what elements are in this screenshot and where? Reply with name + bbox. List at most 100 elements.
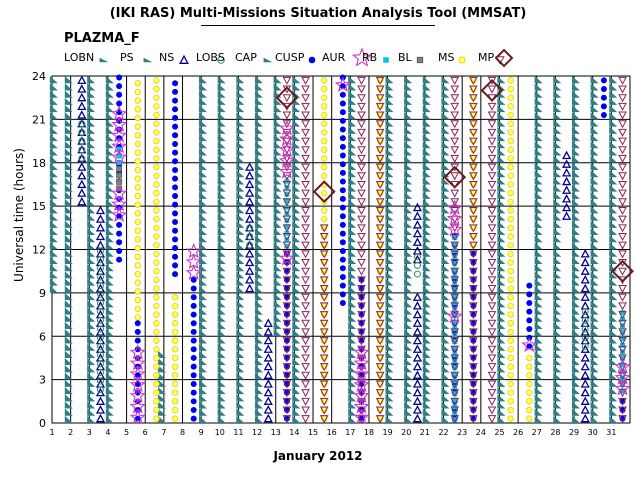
- x-tick-label: 11: [233, 428, 243, 437]
- x-tick-label: 17: [345, 428, 355, 437]
- marker-ms: [153, 198, 160, 205]
- marker-ns: [580, 248, 590, 258]
- marker-mp: [469, 302, 478, 311]
- marker-mp: [618, 302, 627, 311]
- marker-ms: [507, 224, 514, 232]
- x-tick-label: 30: [588, 428, 598, 437]
- marker-ms: [321, 163, 328, 171]
- marker-ns: [77, 110, 87, 119]
- marker-aur: [353, 376, 370, 392]
- marker-cusp: [116, 256, 123, 263]
- marker-ms: [507, 85, 514, 93]
- marker-ps: [292, 76, 301, 423]
- marker-mp: [487, 163, 497, 172]
- marker-mp: [357, 189, 366, 198]
- marker-cusp: [172, 227, 179, 234]
- marker-rb: [620, 310, 626, 316]
- marker-cusp: [600, 103, 607, 110]
- marker-ms: [526, 380, 533, 388]
- marker-rb: [284, 191, 290, 197]
- marker-mp: [301, 363, 310, 372]
- marker-mp: [450, 198, 460, 207]
- x-tick-label: 9: [199, 428, 204, 437]
- x-tick-label: 10: [215, 428, 225, 437]
- marker-ns: [562, 202, 572, 212]
- marker-mp: [301, 276, 310, 285]
- marker-mp: [319, 311, 329, 320]
- marker-mp: [301, 406, 310, 415]
- marker-mp: [282, 137, 292, 146]
- marker-mp: [469, 259, 478, 268]
- marker-mp: [450, 311, 460, 320]
- marker-mp: [450, 389, 460, 398]
- x-tick-label: 25: [494, 428, 504, 437]
- marker-ms: [153, 233, 160, 240]
- marker-aur: [111, 195, 128, 212]
- marker-mp: [618, 172, 627, 181]
- marker-mp: [301, 111, 310, 120]
- marker-rb: [452, 417, 458, 423]
- marker-mp: [469, 137, 478, 146]
- x-tick-label: 24: [476, 428, 486, 437]
- legend-label-ns: NS: [159, 51, 175, 64]
- marker-mp: [357, 85, 366, 94]
- marker-rb: [116, 159, 122, 165]
- marker-mp: [301, 189, 310, 198]
- marker-ms: [134, 114, 141, 122]
- marker-mp: [618, 285, 627, 294]
- marker-ms: [153, 103, 160, 110]
- marker-lobs: [78, 154, 86, 162]
- marker-mp: [375, 232, 385, 242]
- marker-mp: [301, 120, 310, 129]
- marker-mp: [319, 354, 329, 363]
- marker-cusp: [116, 83, 123, 90]
- marker-mp: [450, 293, 460, 302]
- x-tick-label: 21: [420, 428, 430, 437]
- marker-ps: [441, 76, 450, 423]
- marker-cusp: [526, 282, 533, 289]
- marker-cusp: [339, 265, 346, 272]
- marker-ms: [507, 163, 514, 171]
- marker-aur: [111, 184, 128, 201]
- marker-lobs: [581, 316, 589, 324]
- marker-cusp: [172, 166, 179, 173]
- marker-lobs: [246, 241, 254, 249]
- marker-rb: [452, 287, 458, 293]
- marker-mp: [618, 267, 627, 276]
- x-tick-label: 3: [87, 428, 92, 437]
- marker-cusp: [172, 80, 179, 87]
- marker-mp: [618, 415, 627, 424]
- marker-ms: [153, 85, 160, 93]
- marker-ns: [562, 211, 572, 220]
- marker-ms: [321, 146, 328, 153]
- marker-mp: [357, 76, 366, 85]
- marker-mp: [469, 397, 478, 406]
- marker-mp: [357, 224, 366, 233]
- marker-ns: [412, 413, 423, 423]
- marker-ps: [105, 76, 114, 423]
- marker-cusp: [600, 112, 607, 119]
- marker-mp: [301, 163, 310, 172]
- marker-cusp: [190, 311, 197, 318]
- marker-mp: [375, 415, 385, 424]
- marker-ms: [134, 97, 141, 104]
- marker-ns: [77, 188, 87, 197]
- marker-ns: [263, 387, 273, 397]
- marker-mp: [301, 146, 310, 155]
- marker-mp: [618, 354, 627, 363]
- marker-ms: [507, 94, 514, 101]
- marker-mp: [487, 111, 497, 120]
- marker-mp: [618, 311, 627, 320]
- marker-lobs: [78, 120, 86, 128]
- marker-ns: [580, 274, 590, 284]
- legend-label-cusp: CUSP: [275, 51, 305, 64]
- marker-ns: [263, 327, 273, 336]
- marker-ms: [153, 328, 160, 336]
- marker-ms: [171, 328, 179, 336]
- marker-mp: [301, 102, 310, 111]
- marker-mp: [357, 180, 366, 189]
- marker-mp: [469, 337, 478, 346]
- marker-rb: [620, 381, 626, 387]
- marker-cusp: [190, 337, 197, 344]
